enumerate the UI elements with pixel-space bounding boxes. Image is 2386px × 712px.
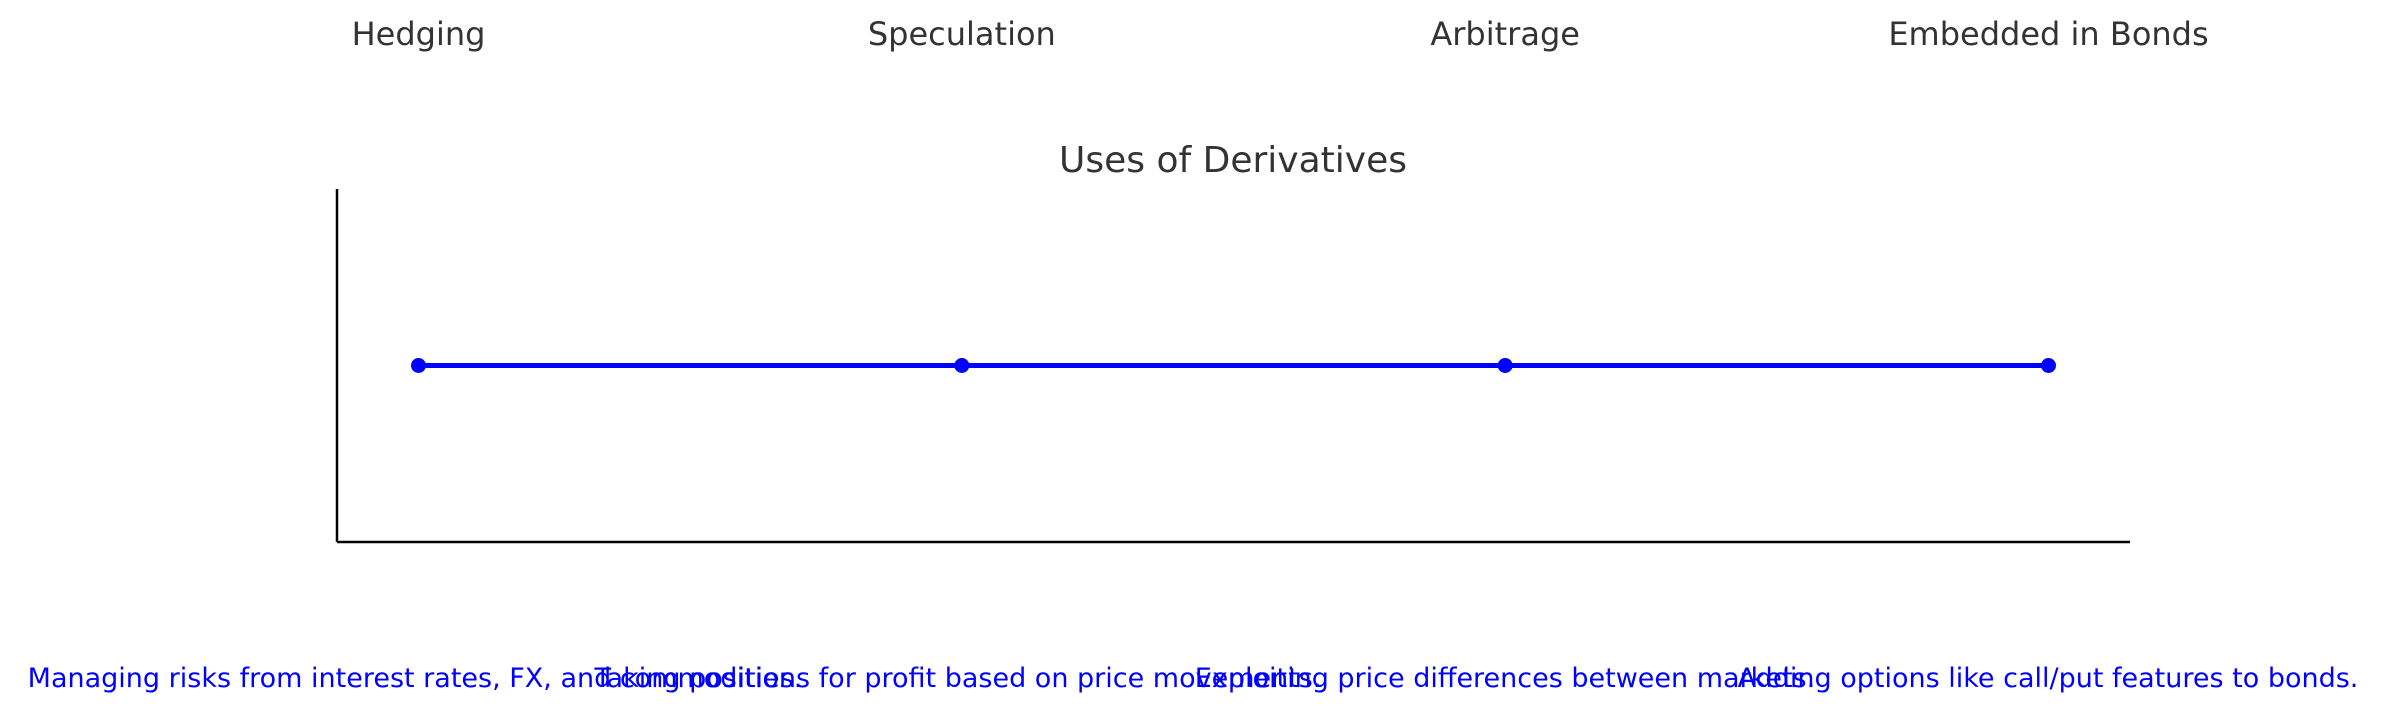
description-label-0: Managing risks from interest rates, FX, … (28, 663, 803, 694)
data-point-2 (1497, 358, 1513, 373)
category-label-0: Hedging (352, 15, 486, 53)
description-labels: Managing risks from interest rates, FX, … (28, 663, 2359, 694)
category-label-1: Speculation (868, 15, 1056, 53)
description-label-1: Taking positions for profit based on pri… (594, 663, 1322, 694)
data-point-1 (954, 358, 970, 373)
category-label-2: Arbitrage (1430, 15, 1580, 53)
data-point-0 (411, 358, 426, 373)
chart-title: Uses of Derivatives (1059, 140, 1407, 181)
category-labels: Hedging Speculation Arbitrage Embedded in B… (352, 15, 2209, 53)
category-label-3: Embedded in Bonds (1888, 15, 2208, 53)
data-point-3 (2041, 358, 2056, 373)
description-label-3: Adding options like call/put features to… (1738, 663, 2359, 694)
data-points (411, 358, 2056, 373)
description-label-2: Exploiting price differences between mar… (1195, 663, 1815, 694)
